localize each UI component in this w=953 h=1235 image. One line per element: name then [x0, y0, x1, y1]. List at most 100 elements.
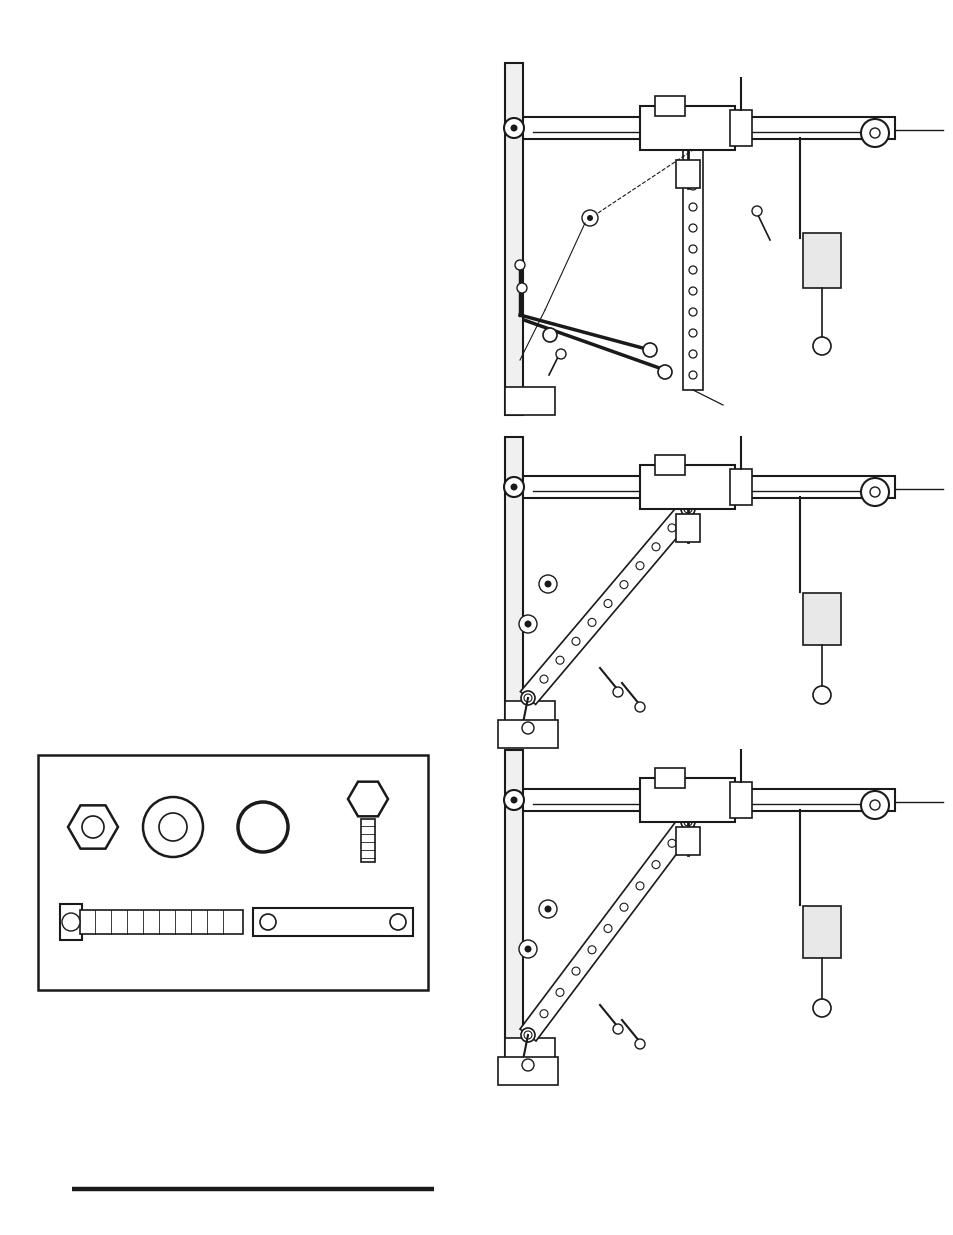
- Circle shape: [642, 343, 657, 357]
- Bar: [504, 387, 555, 415]
- Circle shape: [390, 914, 406, 930]
- Bar: [60, 904, 82, 940]
- Circle shape: [503, 790, 523, 810]
- Circle shape: [861, 119, 888, 147]
- Circle shape: [613, 1024, 622, 1034]
- Circle shape: [651, 543, 659, 551]
- Circle shape: [515, 261, 524, 270]
- Bar: [639, 106, 734, 149]
- Bar: [676, 161, 700, 188]
- Circle shape: [581, 210, 598, 226]
- Circle shape: [544, 905, 551, 913]
- Circle shape: [861, 790, 888, 819]
- Circle shape: [587, 946, 596, 953]
- Bar: [802, 233, 841, 288]
- Circle shape: [812, 999, 830, 1016]
- Bar: [522, 117, 894, 140]
- Bar: [802, 906, 841, 958]
- Circle shape: [518, 615, 537, 634]
- Circle shape: [651, 861, 659, 868]
- Bar: [729, 110, 751, 146]
- Circle shape: [538, 900, 557, 918]
- Circle shape: [556, 988, 563, 997]
- Bar: [253, 908, 413, 936]
- Circle shape: [538, 576, 557, 593]
- Circle shape: [635, 701, 644, 713]
- Circle shape: [688, 308, 697, 316]
- Bar: [655, 768, 684, 788]
- Bar: [504, 701, 555, 722]
- Circle shape: [812, 337, 830, 354]
- Circle shape: [613, 687, 622, 697]
- Circle shape: [619, 580, 627, 589]
- Bar: [504, 437, 522, 722]
- Circle shape: [812, 685, 830, 704]
- Circle shape: [688, 350, 697, 358]
- Circle shape: [636, 882, 643, 890]
- Circle shape: [658, 366, 671, 379]
- Circle shape: [510, 125, 517, 131]
- Circle shape: [869, 487, 879, 496]
- Circle shape: [667, 840, 676, 847]
- Circle shape: [520, 1028, 535, 1042]
- Circle shape: [635, 1039, 644, 1049]
- Circle shape: [572, 637, 579, 646]
- Circle shape: [869, 800, 879, 810]
- Circle shape: [82, 816, 104, 839]
- Bar: [80, 910, 243, 934]
- Circle shape: [688, 329, 697, 337]
- Circle shape: [520, 692, 535, 705]
- Bar: [504, 750, 522, 1060]
- Circle shape: [586, 215, 593, 221]
- Bar: [729, 782, 751, 818]
- Circle shape: [517, 283, 526, 293]
- Circle shape: [680, 815, 695, 829]
- Circle shape: [524, 620, 531, 627]
- Bar: [729, 469, 751, 505]
- Bar: [655, 454, 684, 475]
- Circle shape: [572, 967, 579, 976]
- Bar: [682, 149, 702, 390]
- Circle shape: [688, 287, 697, 295]
- Circle shape: [636, 562, 643, 569]
- Circle shape: [143, 797, 203, 857]
- Bar: [639, 778, 734, 823]
- Bar: [497, 720, 558, 748]
- Circle shape: [510, 483, 517, 490]
- Circle shape: [667, 524, 676, 532]
- Circle shape: [260, 914, 275, 930]
- Circle shape: [688, 266, 697, 274]
- Circle shape: [603, 925, 612, 932]
- Circle shape: [688, 203, 697, 211]
- Circle shape: [869, 128, 879, 138]
- Circle shape: [587, 619, 596, 626]
- Bar: [522, 789, 894, 811]
- Bar: [38, 755, 428, 990]
- Circle shape: [62, 913, 80, 931]
- Circle shape: [524, 946, 531, 952]
- Circle shape: [521, 722, 534, 734]
- Circle shape: [237, 802, 288, 852]
- Circle shape: [751, 206, 761, 216]
- Circle shape: [680, 501, 695, 516]
- Bar: [676, 514, 700, 542]
- Bar: [497, 1057, 558, 1086]
- Circle shape: [688, 161, 697, 169]
- Circle shape: [521, 1058, 534, 1071]
- Bar: [676, 827, 700, 855]
- Circle shape: [619, 903, 627, 911]
- Circle shape: [503, 477, 523, 496]
- Circle shape: [542, 329, 557, 342]
- Circle shape: [688, 224, 697, 232]
- Circle shape: [523, 1031, 532, 1039]
- Bar: [639, 466, 734, 509]
- Circle shape: [683, 505, 691, 513]
- Circle shape: [688, 182, 697, 190]
- Circle shape: [861, 478, 888, 506]
- Circle shape: [603, 599, 612, 608]
- Circle shape: [503, 119, 523, 138]
- Circle shape: [683, 818, 691, 826]
- Polygon shape: [519, 816, 696, 1041]
- Bar: [655, 96, 684, 116]
- Circle shape: [556, 350, 565, 359]
